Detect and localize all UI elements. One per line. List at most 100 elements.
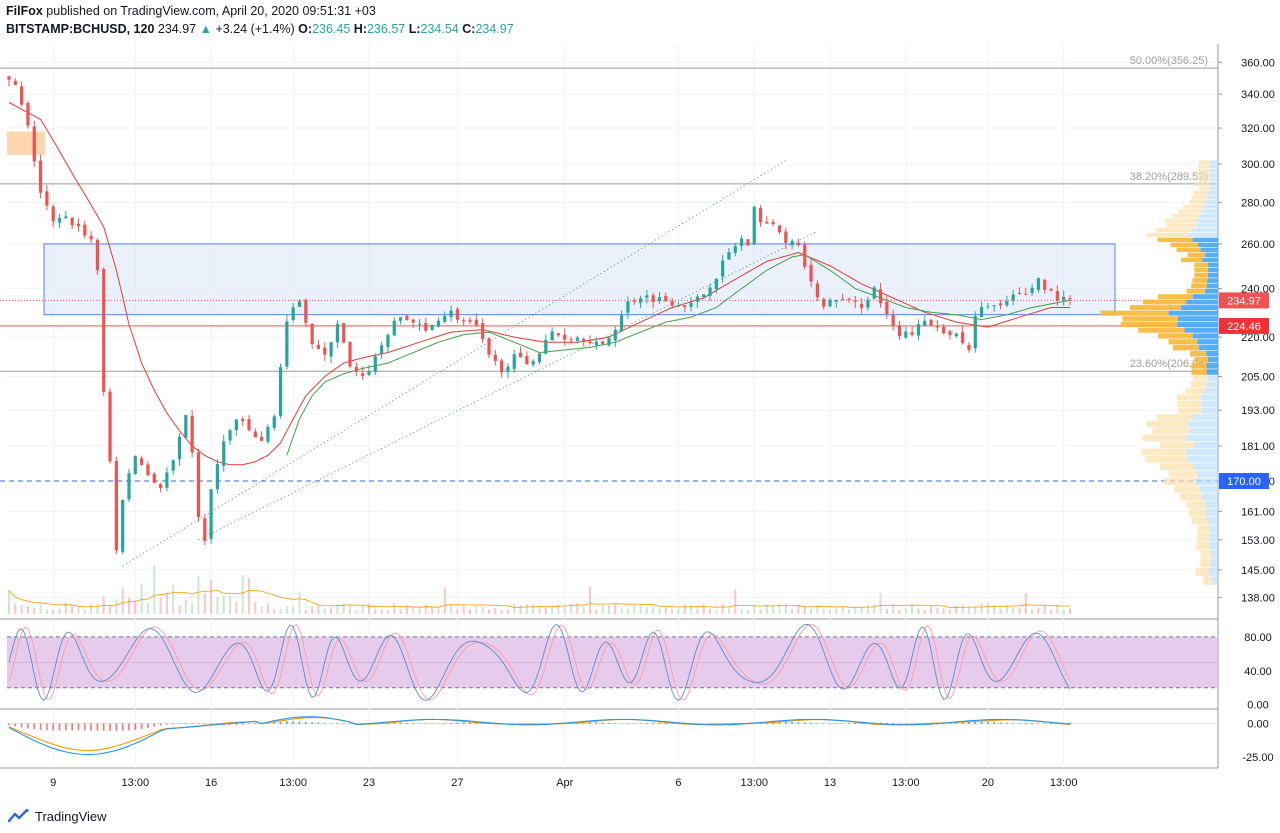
candle-body[interactable] xyxy=(777,225,782,233)
candle-body[interactable] xyxy=(367,371,371,375)
candle-body[interactable] xyxy=(695,296,699,302)
candle-body[interactable] xyxy=(26,103,30,126)
candle-body[interactable] xyxy=(304,299,308,323)
candle-body[interactable] xyxy=(266,426,270,442)
candle-body[interactable] xyxy=(632,300,636,302)
candle-body[interactable] xyxy=(544,339,548,354)
stochastic-k-line[interactable] xyxy=(8,624,1071,701)
candle-body[interactable] xyxy=(676,305,681,307)
candle-body[interactable] xyxy=(537,353,542,362)
candle-body[interactable] xyxy=(739,238,744,246)
candle-body[interactable] xyxy=(20,86,24,105)
candle-body[interactable] xyxy=(847,298,851,300)
candle-body[interactable] xyxy=(986,306,990,308)
stochastic-panel[interactable] xyxy=(7,623,1218,701)
candle-body[interactable] xyxy=(771,222,775,225)
candle-body[interactable] xyxy=(348,342,352,367)
candle-body[interactable] xyxy=(1043,279,1047,290)
candle-body[interactable] xyxy=(481,323,485,339)
candle-body[interactable] xyxy=(1049,288,1053,291)
candle-body[interactable] xyxy=(354,366,358,372)
candle-body[interactable] xyxy=(784,231,788,243)
candle-body[interactable] xyxy=(316,344,321,349)
candle-body[interactable] xyxy=(323,347,327,355)
candle-body[interactable] xyxy=(7,76,11,80)
candle-body[interactable] xyxy=(127,473,131,500)
candle-body[interactable] xyxy=(241,418,245,422)
candle-body[interactable] xyxy=(916,324,921,336)
candle-body[interactable] xyxy=(57,218,62,223)
candle-body[interactable] xyxy=(405,315,409,321)
candle-body[interactable] xyxy=(411,319,415,323)
candle-body[interactable] xyxy=(1024,293,1028,295)
candle-body[interactable] xyxy=(500,360,504,373)
candle-body[interactable] xyxy=(803,244,807,267)
candle-body[interactable] xyxy=(1068,298,1072,300)
candle-body[interactable] xyxy=(512,354,516,369)
candle-body[interactable] xyxy=(1062,296,1066,301)
candle-body[interactable] xyxy=(518,352,523,358)
candle-body[interactable] xyxy=(95,239,100,271)
candle-body[interactable] xyxy=(670,301,674,306)
candle-body[interactable] xyxy=(443,315,447,322)
candle-body[interactable] xyxy=(796,242,801,246)
candle-body[interactable] xyxy=(954,333,958,337)
candle-body[interactable] xyxy=(196,452,201,517)
candle-body[interactable] xyxy=(790,240,794,246)
trendline[interactable] xyxy=(122,159,787,567)
candle-body[interactable] xyxy=(342,322,346,343)
candle-body[interactable] xyxy=(594,341,598,346)
candle-body[interactable] xyxy=(859,303,864,308)
price-panel[interactable]: 50.00%(356.25) 38.20%(289.52) 23.60%(206.9… xyxy=(0,55,1218,614)
candle-body[interactable] xyxy=(203,518,207,542)
candle-body[interactable] xyxy=(841,298,845,300)
candle-body[interactable] xyxy=(398,317,403,321)
candle-body[interactable] xyxy=(1017,293,1022,295)
candle-body[interactable] xyxy=(992,305,996,307)
candle-body[interactable] xyxy=(834,300,838,302)
candle-body[interactable] xyxy=(645,295,649,298)
candle-body[interactable] xyxy=(260,436,264,441)
candle-body[interactable] xyxy=(1055,291,1059,301)
candle-body[interactable] xyxy=(45,191,49,206)
support-resistance-zone[interactable] xyxy=(43,243,1116,316)
macd-panel[interactable] xyxy=(7,716,1218,756)
candle-body[interactable] xyxy=(506,366,510,373)
candle-body[interactable] xyxy=(436,320,441,327)
candle-body[interactable] xyxy=(979,306,984,317)
candle-body[interactable] xyxy=(108,391,112,462)
tradingview-brand[interactable]: TradingView xyxy=(35,808,107,824)
candle-body[interactable] xyxy=(809,264,813,282)
candle-body[interactable] xyxy=(689,302,693,307)
candle-body[interactable] xyxy=(1005,301,1009,306)
candle-body[interactable] xyxy=(657,297,662,302)
candle-body[interactable] xyxy=(76,223,81,227)
candle-body[interactable] xyxy=(392,320,396,336)
candle-body[interactable] xyxy=(702,294,706,298)
candle-body[interactable] xyxy=(253,431,257,438)
candle-body[interactable] xyxy=(550,331,554,341)
candle-body[interactable] xyxy=(904,331,908,338)
candles[interactable] xyxy=(7,76,1072,555)
candle-body[interactable] xyxy=(891,314,895,326)
candle-body[interactable] xyxy=(998,303,1003,306)
candle-body[interactable] xyxy=(961,332,965,343)
candle-body[interactable] xyxy=(556,333,561,336)
candle-body[interactable] xyxy=(64,216,68,219)
candle-body[interactable] xyxy=(114,460,118,551)
candle-body[interactable] xyxy=(424,323,428,331)
candle-body[interactable] xyxy=(171,460,175,471)
moving-average-green[interactable] xyxy=(286,254,1071,456)
candle-body[interactable] xyxy=(569,339,573,341)
candle-body[interactable] xyxy=(121,499,125,552)
candle-body[interactable] xyxy=(721,260,725,277)
candle-body[interactable] xyxy=(872,287,876,299)
candle-body[interactable] xyxy=(923,320,927,326)
candle-body[interactable] xyxy=(228,430,232,441)
candle-body[interactable] xyxy=(929,319,933,326)
candle-body[interactable] xyxy=(417,323,422,325)
candle-body[interactable] xyxy=(310,323,314,345)
candle-body[interactable] xyxy=(455,309,459,320)
candle-body[interactable] xyxy=(601,341,605,344)
